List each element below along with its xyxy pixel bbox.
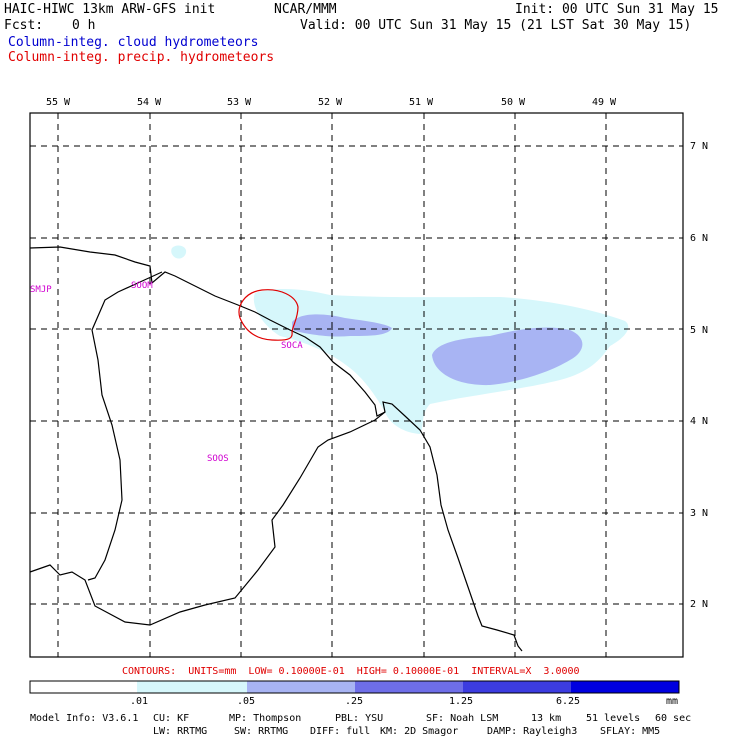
precip-contour [238,289,299,341]
model-km: KM: 2D Smagor [380,726,459,737]
model-timestep: 60 sec [655,713,692,724]
model-version: Model Info: V3.6.1 [30,713,139,724]
model-title: HAIC-HIWC 13km ARW-GFS init [4,2,216,17]
model-sf: SF: Noah LSM [426,713,499,724]
lat-label-5n: 5 N [690,325,709,336]
station-label-soos: SOOS [207,454,229,464]
forecast-label: Fcst: [4,18,44,33]
cloud-shading-light-small [171,245,187,259]
lat-label-7n: 7 N [690,141,709,152]
station-label-smjp: SMJP [30,285,52,295]
model-pbl: PBL: YSU [335,713,384,724]
cloud-shading-medium-west [292,314,392,337]
lon-label-49w: 49 W [592,97,617,108]
model-levels: 51 levels [586,713,641,724]
init-time: Init: 00 UTC Sun 31 May 15 [515,2,719,17]
lon-label-53w: 53 W [227,97,252,108]
lat-label-6n: 6 N [690,233,709,244]
graticule [30,113,683,657]
station-label-soom: SOOM [131,281,153,291]
colorbar-unit: mm [666,696,679,707]
lon-label-54w: 54 W [137,97,162,108]
model-sflay: SFLAY: MM5 [600,726,661,737]
cloud-shading-medium-east [432,327,583,386]
valid-time: Valid: 00 UTC Sun 31 May 15 (21 LST Sat … [300,18,692,33]
model-cu: CU: KF [153,713,190,724]
model-diff: DIFF: full [310,726,371,737]
contour-info: CONTOURS: UNITS=mm LOW= 0.10000E-01 HIGH… [122,666,580,677]
model-sw: SW: RRTMG [234,726,289,737]
colorbar-tick-625: 6.25 [556,696,581,707]
forecast-hour: 0 h [72,18,96,33]
org-label: NCAR/MMM [274,2,337,17]
map-frame [29,112,684,658]
colorbar-tick-125: 1.25 [449,696,474,707]
lon-label-50w: 50 W [501,97,526,108]
model-damp: DAMP: Rayleigh3 [487,726,578,737]
lat-label-2n: 2 N [690,599,709,610]
lat-label-4n: 4 N [690,416,709,427]
model-lw: LW: RRTMG [153,726,208,737]
lon-label-55w: 55 W [46,97,71,108]
lon-label-52w: 52 W [318,97,343,108]
field-cloud-hydrometeors: Column-integ. cloud hydrometeors [8,35,259,50]
colorbar-tick-001: .01 [130,696,149,707]
colorbar-tick-005: .05 [237,696,256,707]
lon-label-51w: 51 W [409,97,434,108]
model-resolution: 13 km [531,713,562,724]
lat-label-3n: 3 N [690,508,709,519]
coastlines [29,246,523,652]
station-label-soca: SOCA [281,341,303,351]
colorbar-tick-025: .25 [345,696,364,707]
model-mp: MP: Thompson [229,713,302,724]
field-precip-hydrometeors: Column-integ. precip. hydrometeors [8,50,275,65]
